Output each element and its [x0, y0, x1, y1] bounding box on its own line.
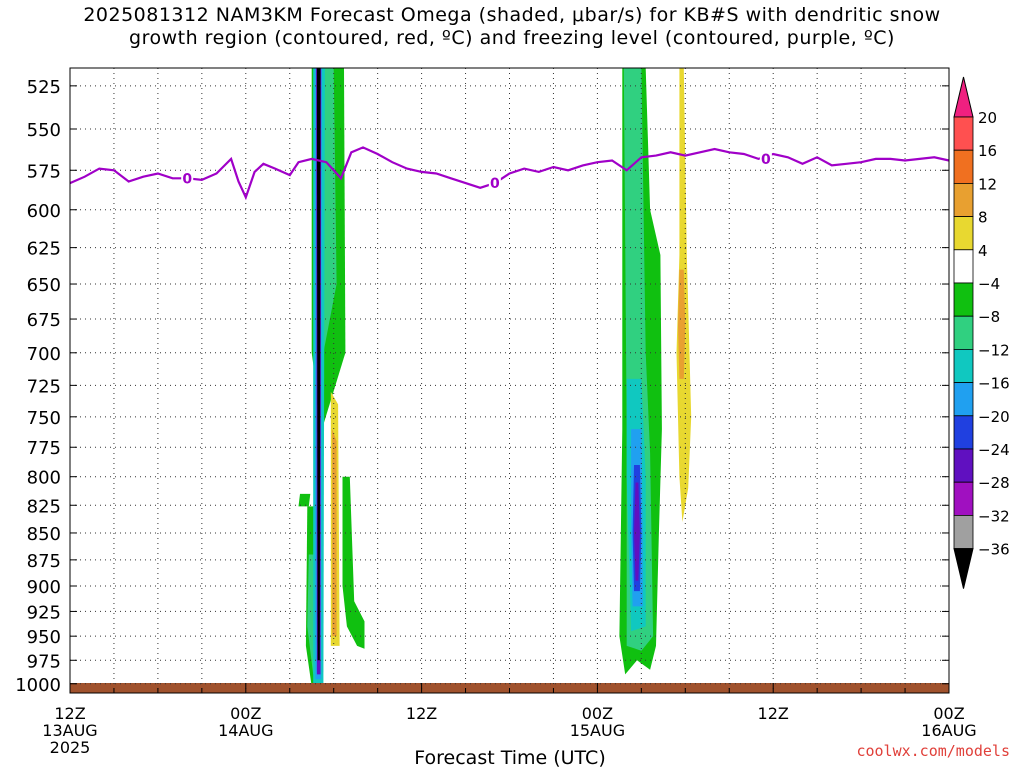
y-tick-label-850: 850	[27, 524, 61, 545]
y-tick-label-975: 975	[27, 651, 61, 672]
freezing-level-line	[69, 146, 950, 201]
colorbar-swatch-5	[953, 249, 974, 284]
chart-title-line-2: growth region (contoured, red, ºC) and f…	[129, 27, 895, 49]
colorbar-label-10: −20	[978, 408, 1010, 426]
x-axis-label: Forecast Time (UTC)	[414, 747, 605, 768]
y-tick-label-825: 825	[27, 496, 61, 517]
grid-layer	[70, 68, 949, 693]
y-tick-label-900: 900	[27, 577, 61, 598]
x-tick-label-0: 12Z	[54, 704, 85, 723]
y-tick-label-600: 600	[27, 201, 61, 222]
x-tick-label-4: 12Z	[758, 704, 789, 723]
x-tick-label-5: 00Z	[933, 704, 964, 723]
colorbar-bottom-triangle	[953, 548, 974, 589]
plot-frame-layer	[69, 67, 950, 694]
freezing-label-bg-2	[488, 175, 501, 192]
colorbar-swatch-4	[953, 216, 974, 251]
colorbar-swatch-3	[953, 182, 974, 217]
y-tick-label-650: 650	[27, 275, 61, 296]
y-tick-label-700: 700	[27, 344, 61, 365]
freezing-label-bg-3	[759, 150, 772, 167]
colorbar-swatch-7	[953, 315, 974, 350]
colorbar-label-7: −8	[978, 308, 1000, 326]
x-tick-date-3: 15AUG	[570, 721, 625, 740]
omega-shading-layer	[298, 68, 692, 687]
colorbar-top-triangle	[953, 76, 974, 118]
y-tick-label-800: 800	[27, 468, 61, 489]
colorbar-swatch-13	[953, 515, 974, 550]
freezing-level-layer: 0 0 0	[69, 146, 950, 201]
chart-title: 2025081312 NAM3KM Forecast Omega (shaded…	[0, 4, 1024, 50]
colorbar-label-3: 12	[978, 175, 997, 193]
y-tick-label-725: 725	[27, 376, 61, 397]
y-axis: 525 550 575 600 625 650 675 700 725 750 775 800 825 8…	[15, 77, 949, 696]
colorbar-label-5: 4	[978, 242, 988, 260]
colorbar-label-2: 16	[978, 142, 997, 160]
x-tick-label-2: 12Z	[406, 704, 437, 723]
colorbar-swatch-1	[953, 116, 974, 151]
x-tick-date-1: 14AUG	[218, 721, 273, 740]
colorbar-label-12: −28	[978, 474, 1010, 492]
freezing-label-bg-1	[181, 170, 194, 187]
y-tick-label-525: 525	[27, 77, 61, 98]
colorbar-label-13: −32	[978, 507, 1010, 525]
colorbar-swatch-10	[953, 415, 974, 450]
x-tick-year-0: 2025	[50, 738, 91, 757]
colorbar-label-8: −12	[978, 341, 1010, 359]
colorbar-swatch-11	[953, 448, 974, 483]
colorbar-swatch-6	[953, 282, 974, 317]
omega-region-1	[298, 493, 311, 507]
freezing-level-label-1: 0	[182, 171, 192, 187]
colorbar-label-11: −24	[978, 441, 1010, 459]
y-tick-label-675: 675	[27, 310, 61, 331]
colorbar-swatch-9	[953, 382, 974, 417]
omega-region-20	[678, 269, 686, 379]
y-tick-label-925: 925	[27, 602, 61, 623]
y-tick-label-875: 875	[27, 551, 61, 572]
freezing-level-label-2: 0	[490, 176, 500, 192]
colorbar-label-4: 8	[978, 209, 988, 227]
colorbar-swatch-8	[953, 348, 974, 383]
y-tick-label-575: 575	[27, 161, 61, 182]
plot-frame	[69, 67, 950, 694]
y-tick-label-550: 550	[27, 120, 61, 141]
x-tick-label-3: 00Z	[582, 704, 613, 723]
chart-title-line-1: 2025081312 NAM3KM Forecast Omega (shaded…	[83, 4, 941, 26]
colorbar-label-9: −16	[978, 375, 1010, 393]
colorbar-swatch-12	[953, 481, 974, 516]
y-tick-label-950: 950	[27, 627, 61, 648]
y-tick-label-750: 750	[27, 408, 61, 429]
omega-region-5	[322, 68, 337, 353]
colorbar-label-6: −4	[978, 275, 1000, 293]
x-tick-date-5: 16AUG	[921, 721, 976, 740]
site-credit: coolwx.com/models	[856, 742, 1010, 760]
x-tick-date-0: 13AUG	[42, 721, 97, 740]
omega-region-12	[316, 68, 321, 661]
y-tick-label-625: 625	[27, 239, 61, 260]
colorbar-label-1: 20	[978, 109, 997, 127]
omega-region-6	[342, 476, 365, 649]
colorbar: 20 16 12 8 4 −4 −8 −12 −16 −20 −24 −28 −32 −36	[953, 76, 1010, 589]
colorbar-swatch-2	[953, 149, 974, 184]
omega-region-8	[332, 429, 337, 637]
freezing-level-label-3: 0	[761, 152, 771, 168]
y-tick-label-1000: 1000	[15, 675, 61, 696]
colorbar-label-14: −36	[978, 541, 1010, 559]
omega-region-18	[634, 482, 640, 581]
y-tick-label-775: 775	[27, 438, 61, 459]
x-tick-label-1: 00Z	[230, 704, 261, 723]
